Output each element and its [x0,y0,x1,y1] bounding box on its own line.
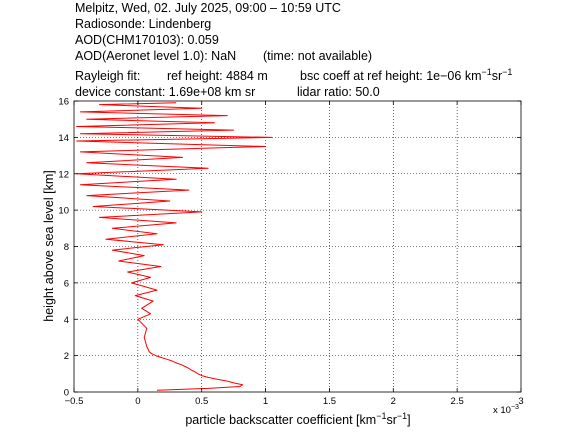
y-tick-label: 4 [64,315,69,326]
y-tick-label: 2 [64,351,69,362]
x-tick-label: 2.5 [451,396,464,407]
header-rayleigh-fit: Rayleigh fit: [75,69,140,83]
header-device-constant: device constant: 1.69e+08 km sr [75,85,255,99]
y-tick-label: 8 [64,242,69,253]
y-tick-label: 16 [58,97,69,108]
x-tick-label: 0 [135,396,140,407]
header-aod-time: (time: not available) [263,49,372,63]
x-tick-labels: −0.5 0 0.5 1 1.5 2 2.5 3 [65,396,524,407]
header-aod-aeronet: AOD(Aeronet level 1.0): NaN [75,49,236,63]
header-ref-height: ref height: 4884 m [167,69,268,83]
y-tick-label: 10 [58,206,69,217]
figure-header: Melpitz, Wed, 02. July 2025, 09:00 – 10:… [75,1,512,99]
y-tick-label: 12 [58,169,69,180]
profile-series [76,102,273,391]
x-tick-label: 1.5 [323,396,336,407]
header-aod-chm: AOD(CHM170103): 0.059 [75,33,219,47]
x-tick-label: 3 [518,396,523,407]
y-tick-label: 6 [64,278,69,289]
header-location-date: Melpitz, Wed, 02. July 2025, 09:00 – 10:… [75,1,341,15]
x-axis-multiplier: x 10−3 [493,404,519,416]
header-radiosonde: Radiosonde: Lindenberg [75,17,211,31]
backscatter-profile-line [76,102,273,391]
plot-background [74,101,521,392]
x-tick-label: 1 [263,396,268,407]
y-tick-label: 0 [64,388,69,399]
header-lidar-ratio: lidar ratio: 50.0 [297,85,380,99]
x-tick-label: 2 [391,396,396,407]
header-bsc-coeff: bsc coeff at ref height: 1e−06 km−1sr−1 [300,67,512,83]
x-axis-label: particle backscatter coefficient [km−1sr… [185,411,410,427]
grid [74,101,521,392]
x-tick-label: −0.5 [65,396,84,407]
axis-ticks [73,100,522,393]
y-axis-label: height above sea level [km] [42,170,56,321]
y-tick-labels: 0 2 4 6 8 10 12 14 16 [58,97,69,399]
x-tick-label: 0.5 [195,396,208,407]
y-tick-label: 14 [58,133,69,144]
